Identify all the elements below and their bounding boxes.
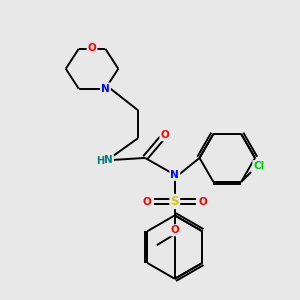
Text: N: N <box>101 84 110 94</box>
Text: O: O <box>198 196 207 206</box>
Text: H: H <box>96 156 104 166</box>
Text: N: N <box>170 170 179 180</box>
Text: S: S <box>170 195 179 208</box>
Text: O: O <box>88 43 96 53</box>
Text: Cl: Cl <box>254 161 265 171</box>
Text: N: N <box>104 155 113 165</box>
Text: O: O <box>143 196 152 206</box>
Text: O: O <box>160 130 169 140</box>
Text: O: O <box>170 225 179 235</box>
